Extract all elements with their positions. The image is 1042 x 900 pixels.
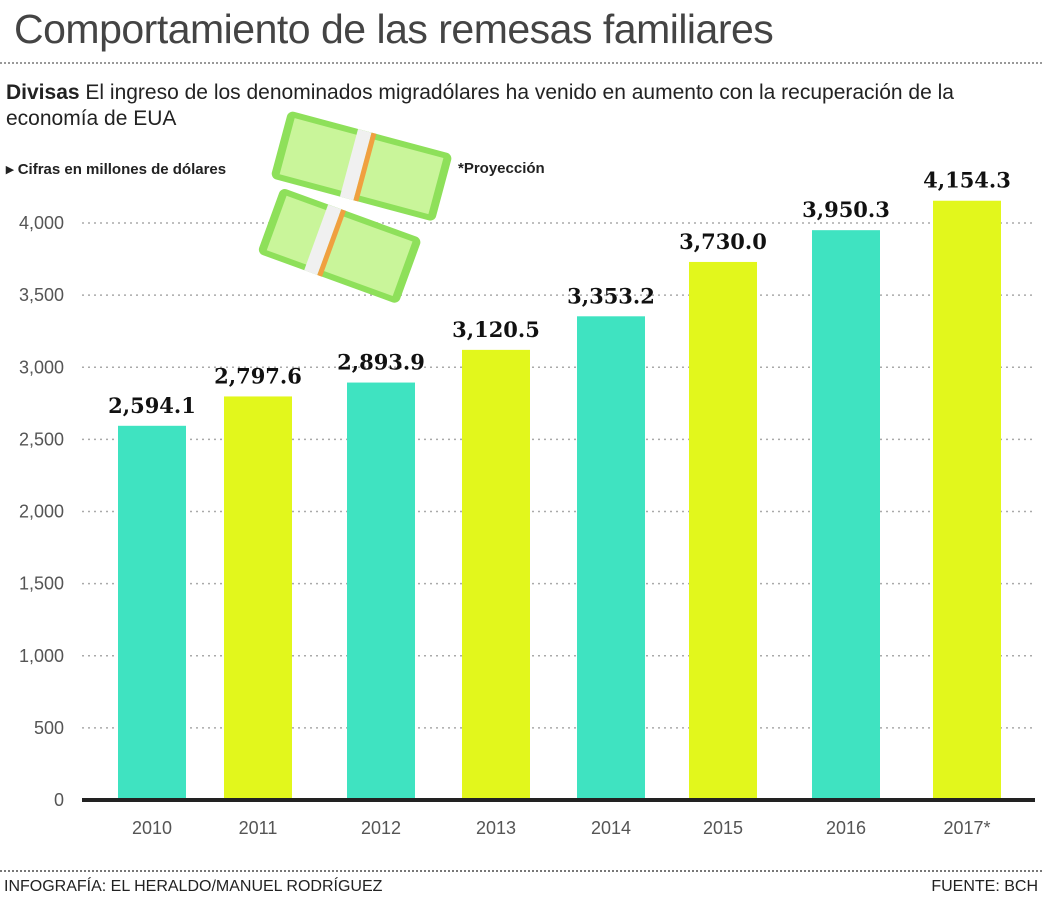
x-tick-label: 2013 [476, 818, 516, 838]
x-tick-label: 2011 [239, 818, 278, 838]
y-tick-label: 500 [34, 718, 64, 738]
bar-2016 [812, 230, 880, 801]
x-tick-label: 2015 [703, 818, 743, 838]
y-tick-label: 3,000 [19, 357, 64, 377]
bar-2011 [224, 396, 292, 800]
y-tick-label: 0 [54, 790, 64, 810]
x-tick-label: 2017* [943, 818, 990, 838]
value-label: 2,797.6 [214, 363, 302, 388]
subtitle: Divisas El ingreso de los denominados mi… [6, 80, 1042, 132]
bar-2013 [462, 349, 530, 800]
x-tick-label: 2016 [826, 818, 866, 838]
value-label: 4,154.3 [923, 168, 1011, 193]
page-title: Comportamiento de las remesas familiares [14, 6, 774, 52]
bar-2015 [689, 261, 757, 800]
subtitle-text: El ingreso de los denominados migradólar… [6, 81, 954, 130]
money-illustration-icon [258, 111, 452, 303]
bar-2017* [933, 200, 1001, 801]
subtitle-bold: Divisas [6, 81, 80, 104]
value-label: 3,120.5 [452, 317, 540, 342]
y-tick-label: 3,500 [19, 285, 64, 305]
footer-divider [0, 870, 1042, 872]
y-tick-label: 4,000 [19, 213, 64, 233]
y-tick-label: 1,500 [19, 574, 64, 594]
units-note-text: Cifras en millones de dólares [17, 161, 227, 178]
units-note: ▸ Cifras en millones de dólares [6, 161, 227, 178]
value-label: 3,730.0 [679, 229, 767, 254]
x-tick-label: 2012 [361, 818, 401, 838]
source: FUENTE: BCH [931, 878, 1038, 895]
bar-2012 [347, 382, 415, 800]
projection-note: *Proyección [458, 160, 545, 177]
credit: INFOGRAFÍA: EL HERALDO/MANUEL RODRÍGUEZ [4, 878, 383, 895]
x-tick-label: 2014 [591, 818, 631, 838]
y-tick-label: 1,000 [19, 646, 64, 666]
y-tick-label: 2,500 [19, 429, 64, 449]
bar-2014 [577, 316, 645, 800]
value-label: 3,950.3 [802, 197, 890, 222]
x-tick-label: 2010 [132, 818, 172, 838]
value-label: 2,893.9 [337, 350, 425, 375]
value-label: 2,594.1 [108, 393, 196, 418]
title-divider [0, 62, 1042, 64]
value-label: 3,353.2 [567, 283, 655, 308]
y-tick-label: 2,000 [19, 502, 64, 522]
bar-2010 [118, 425, 186, 800]
